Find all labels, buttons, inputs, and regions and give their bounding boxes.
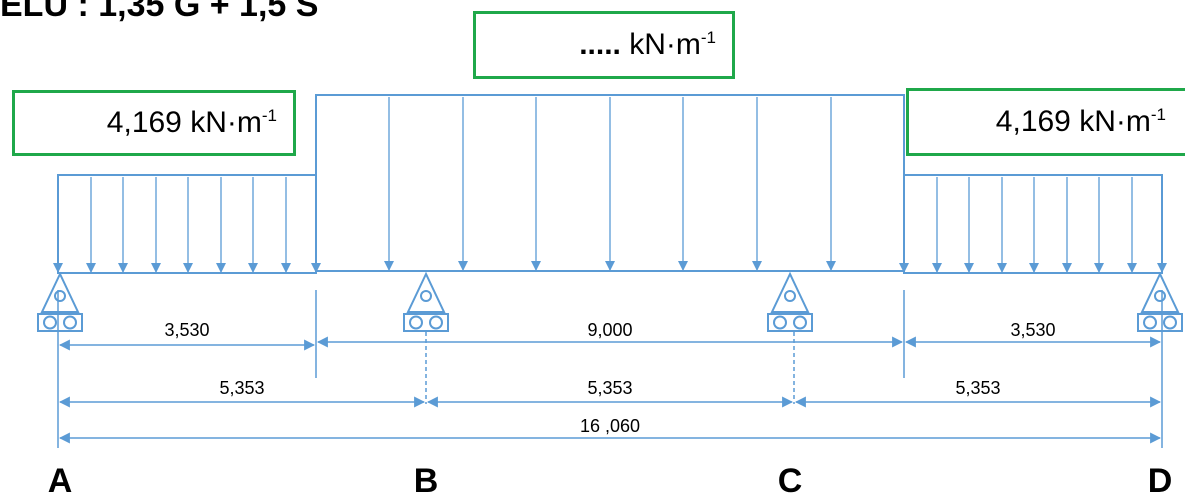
roller-support-b bbox=[403, 271, 449, 332]
support-label-c: C bbox=[777, 462, 803, 500]
dim-label-ab: 5,353 bbox=[219, 378, 265, 398]
extension-lines bbox=[57, 290, 1163, 448]
load-center-exponent: -1 bbox=[700, 28, 716, 47]
dim-label-total: 16 ,060 bbox=[579, 416, 641, 436]
load-left-unit: kN·m bbox=[190, 106, 262, 139]
load-arrows bbox=[53, 97, 1167, 273]
roller-support-c bbox=[767, 271, 813, 332]
load-box-left: 4,169 kN·m-1 bbox=[12, 90, 296, 156]
load-box-right: 4,169 kN·m-1 bbox=[906, 88, 1185, 156]
load-center-value: ..... bbox=[579, 28, 621, 61]
support-label-d: D bbox=[1147, 462, 1173, 500]
load-combination-title: ELU : 1,35 G + 1,5 S bbox=[0, 0, 319, 24]
load-right-value: 4,169 bbox=[995, 105, 1071, 138]
roller-support-d bbox=[1137, 271, 1183, 332]
dim-label-bc: 5,353 bbox=[587, 378, 633, 398]
load-box-center: ..... kN·m-1 bbox=[473, 11, 735, 79]
load-left-exponent: -1 bbox=[261, 106, 277, 125]
load-left-value: 4,169 bbox=[106, 106, 182, 139]
roller-support-a bbox=[37, 271, 83, 332]
load-right-exponent: -1 bbox=[1150, 105, 1166, 124]
dim-label-center-span: 9,000 bbox=[587, 320, 633, 340]
load-center-unit: kN·m bbox=[629, 28, 701, 61]
support-label-a: A bbox=[47, 462, 73, 500]
load-right-unit: kN·m bbox=[1079, 105, 1151, 138]
load-block-right bbox=[903, 174, 1163, 274]
dim-label-left-span: 3,530 bbox=[164, 320, 210, 340]
support-label-b: B bbox=[413, 462, 439, 500]
dim-label-right-span: 3,530 bbox=[1010, 320, 1056, 340]
dimension-lines bbox=[58, 336, 1162, 444]
load-block-left bbox=[57, 174, 317, 274]
dim-label-cd: 5,353 bbox=[955, 378, 1001, 398]
